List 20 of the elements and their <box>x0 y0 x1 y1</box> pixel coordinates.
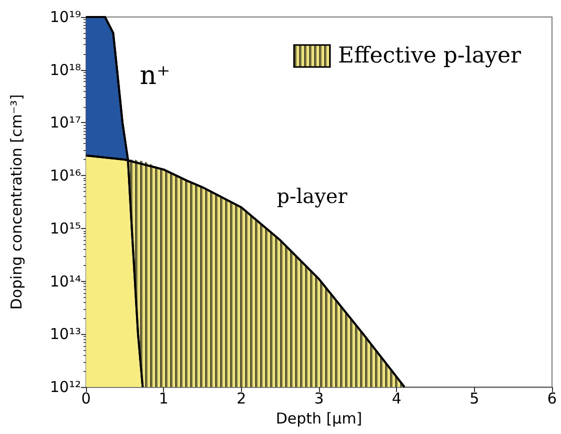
y-tick-label: 10¹⁶ <box>50 166 81 185</box>
annotation: n⁺ <box>140 61 170 91</box>
y-tick-label: 10¹² <box>50 378 81 396</box>
y-tick-label: 10¹⁴ <box>50 272 81 290</box>
y-axis-title: Doping concentration [cm⁻³] <box>8 94 26 310</box>
x-tick-label: 1 <box>158 390 168 408</box>
y-tick-label: 10¹⁸ <box>50 60 81 79</box>
x-tick-label: 0 <box>81 390 91 408</box>
y-tick-label: 10¹³ <box>50 325 81 344</box>
x-tick-label: 3 <box>314 390 324 408</box>
y-tick-label: 10¹⁹ <box>50 8 81 26</box>
x-tick-label: 5 <box>470 390 480 408</box>
annotation: p-layer <box>276 184 348 208</box>
x-tick-label: 4 <box>392 390 402 408</box>
x-axis-title: Depth [μm] <box>276 410 362 428</box>
y-tick-label: 10¹⁷ <box>50 114 81 132</box>
x-tick-label: 6 <box>547 390 557 408</box>
y-tick-label: 10¹⁵ <box>50 219 81 238</box>
legend-label: Effective p-layer <box>338 44 522 68</box>
x-tick-label: 2 <box>236 390 246 408</box>
